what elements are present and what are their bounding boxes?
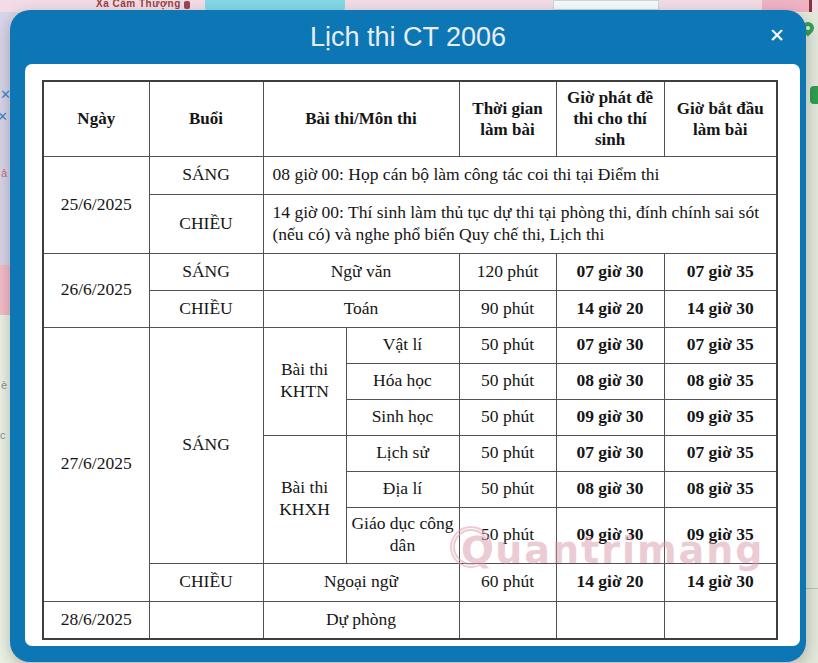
col-header-date: Ngày [43, 81, 149, 156]
empty-cell [459, 601, 556, 639]
handout-time-cell: 14 giờ 20 [556, 563, 664, 601]
table-row: CHIỀU Ngoại ngữ 60 phút 14 giờ 20 14 giờ… [43, 563, 777, 601]
duration-cell: 50 phút [459, 435, 556, 471]
subject-cell: Vật lí [346, 327, 459, 363]
note-cell: Dự phòng [263, 601, 459, 639]
map-area-label: Xã Cẩm Thượng [96, 0, 181, 9]
map-road-line [809, 0, 812, 12]
table-row: CHIỀU 14 giờ 00: Thí sinh làm thủ tục dự… [43, 194, 777, 253]
table-row: 27/6/2025 SÁNG Bài thi KHTN Vật lí 50 ph… [43, 327, 777, 363]
handout-time-cell: 08 giờ 30 [556, 471, 664, 507]
close-icon[interactable]: ✕ [766, 23, 788, 48]
start-time-cell: 14 giờ 30 [664, 290, 777, 327]
map-line [806, 588, 818, 589]
table-row: 28/6/2025 Dự phòng [43, 601, 777, 639]
session-cell: SÁNG [149, 156, 263, 194]
start-time-cell: 09 giờ 35 [664, 507, 777, 563]
duration-cell: 50 phút [459, 507, 556, 563]
duration-cell: 60 phút [459, 563, 556, 601]
exam-schedule-modal: Lịch thi CT 2006 ✕ Ngày Buổi Bài thi/Môn… [10, 10, 806, 662]
subject-cell: Ngữ văn [263, 253, 459, 290]
start-time-cell: 07 giờ 35 [664, 435, 777, 471]
start-time-cell: 08 giờ 35 [664, 471, 777, 507]
subject-cell: Toán [263, 290, 459, 327]
exam-group-cell: Bài thi KHTN [263, 327, 346, 435]
map-label-fragment: è [1, 380, 7, 391]
table-row: 25/6/2025 SÁNG 08 giờ 00: Họp cán bộ làm… [43, 156, 777, 194]
modal-body-panel: Ngày Buổi Bài thi/Môn thi Thời gian làm … [25, 64, 800, 646]
table-row: 26/6/2025 SÁNG Ngữ văn 120 phút 07 giờ 3… [43, 253, 777, 290]
date-cell: 27/6/2025 [43, 327, 149, 601]
map-badge [810, 86, 818, 104]
subject-cell: Giáo dục công dân [346, 507, 459, 563]
note-cell: 08 giờ 00: Họp cán bộ làm công tác coi t… [263, 156, 777, 194]
duration-cell: 120 phút [459, 253, 556, 290]
handout-time-cell: 14 giờ 20 [556, 290, 664, 327]
start-time-cell: 08 giờ 35 [664, 363, 777, 399]
map-region-building [553, 0, 659, 10]
col-header-handout-time: Giờ phát đề thi cho thí sinh [556, 81, 664, 156]
empty-cell [149, 601, 263, 639]
map-x-mark: ✕ [0, 110, 8, 123]
start-time-cell: 07 giờ 35 [664, 253, 777, 290]
duration-cell: 50 phút [459, 399, 556, 435]
date-cell: 28/6/2025 [43, 601, 149, 639]
modal-title: Lịch thi CT 2006 [10, 22, 806, 53]
col-header-session: Buổi [149, 81, 263, 156]
duration-cell: 50 phút [459, 471, 556, 507]
subject-cell: Địa lí [346, 471, 459, 507]
table-header-row: Ngày Buổi Bài thi/Môn thi Thời gian làm … [43, 81, 777, 156]
table-row: CHIỀU Toán 90 phút 14 giờ 20 14 giờ 30 [43, 290, 777, 327]
handout-time-cell: 09 giờ 30 [556, 507, 664, 563]
start-time-cell: 09 giờ 35 [664, 399, 777, 435]
handout-time-cell: 08 giờ 30 [556, 363, 664, 399]
exam-schedule-table: Ngày Buổi Bài thi/Môn thi Thời gian làm … [42, 80, 778, 640]
date-cell: 25/6/2025 [43, 156, 149, 253]
start-time-cell: 14 giờ 30 [664, 563, 777, 601]
duration-cell: 50 phút [459, 327, 556, 363]
handout-time-cell: 07 giờ 30 [556, 435, 664, 471]
start-time-cell: 07 giờ 35 [664, 327, 777, 363]
date-cell: 26/6/2025 [43, 253, 149, 327]
note-cell: 14 giờ 00: Thí sinh làm thủ tục dự thi t… [263, 194, 777, 253]
map-label-fragment: c [0, 430, 6, 441]
subject-cell: Hóa học [346, 363, 459, 399]
duration-cell: 90 phút [459, 290, 556, 327]
session-cell: CHIỀU [149, 290, 263, 327]
exam-group-cell: Bài thi KHXH [263, 435, 346, 563]
empty-cell [556, 601, 664, 639]
session-cell: CHIỀU [149, 194, 263, 253]
session-cell: SÁNG [149, 253, 263, 290]
map-marker-dot [184, 1, 190, 9]
col-header-start-time: Giờ bắt đầu làm bài [664, 81, 777, 156]
empty-cell [664, 601, 777, 639]
col-header-duration: Thời gian làm bài [459, 81, 556, 156]
session-cell: SÁNG [149, 327, 263, 563]
session-cell: CHIỀU [149, 563, 263, 601]
handout-time-cell: 07 giờ 30 [556, 327, 664, 363]
map-label-fragment: ả [1, 168, 7, 179]
subject-cell: Ngoại ngữ [263, 563, 459, 601]
subject-cell: Lịch sử [346, 435, 459, 471]
subject-cell: Sinh học [346, 399, 459, 435]
duration-cell: 50 phút [459, 363, 556, 399]
handout-time-cell: 09 giờ 30 [556, 399, 664, 435]
handout-time-cell: 07 giờ 30 [556, 253, 664, 290]
col-header-subject: Bài thi/Môn thi [263, 81, 459, 156]
